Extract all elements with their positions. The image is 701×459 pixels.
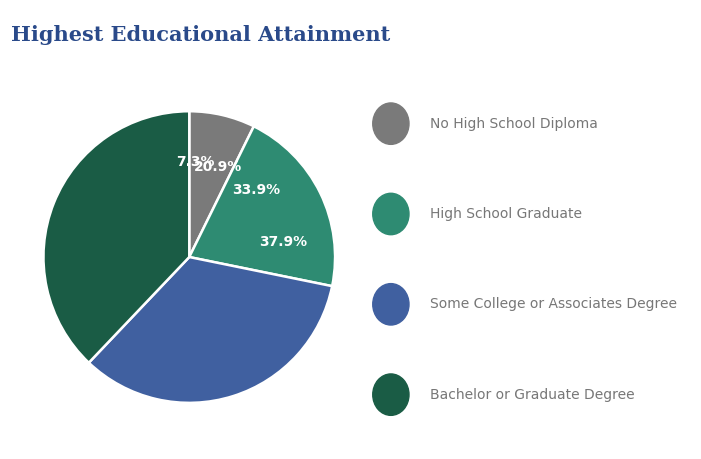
Text: Some College or Associates Degree: Some College or Associates Degree [430, 297, 677, 311]
Wedge shape [189, 111, 254, 257]
Wedge shape [89, 257, 332, 403]
Wedge shape [43, 111, 189, 363]
Text: 7.3%: 7.3% [176, 156, 215, 169]
Text: No High School Diploma: No High School Diploma [430, 117, 598, 131]
Text: Highest Educational Attainment: Highest Educational Attainment [11, 25, 390, 45]
Circle shape [373, 103, 409, 144]
Circle shape [373, 374, 409, 415]
Text: High School Graduate: High School Graduate [430, 207, 583, 221]
Text: 20.9%: 20.9% [194, 160, 243, 174]
Text: Bachelor or Graduate Degree: Bachelor or Graduate Degree [430, 388, 635, 402]
Wedge shape [189, 126, 335, 286]
Text: 37.9%: 37.9% [259, 235, 307, 249]
Circle shape [373, 284, 409, 325]
Circle shape [373, 193, 409, 235]
Text: 33.9%: 33.9% [233, 183, 280, 197]
